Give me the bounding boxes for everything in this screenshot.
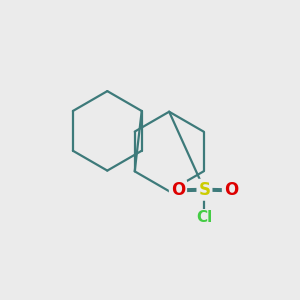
Text: O: O [171,181,185,199]
Text: Cl: Cl [196,210,213,225]
Text: O: O [224,181,238,199]
Text: S: S [199,181,211,199]
